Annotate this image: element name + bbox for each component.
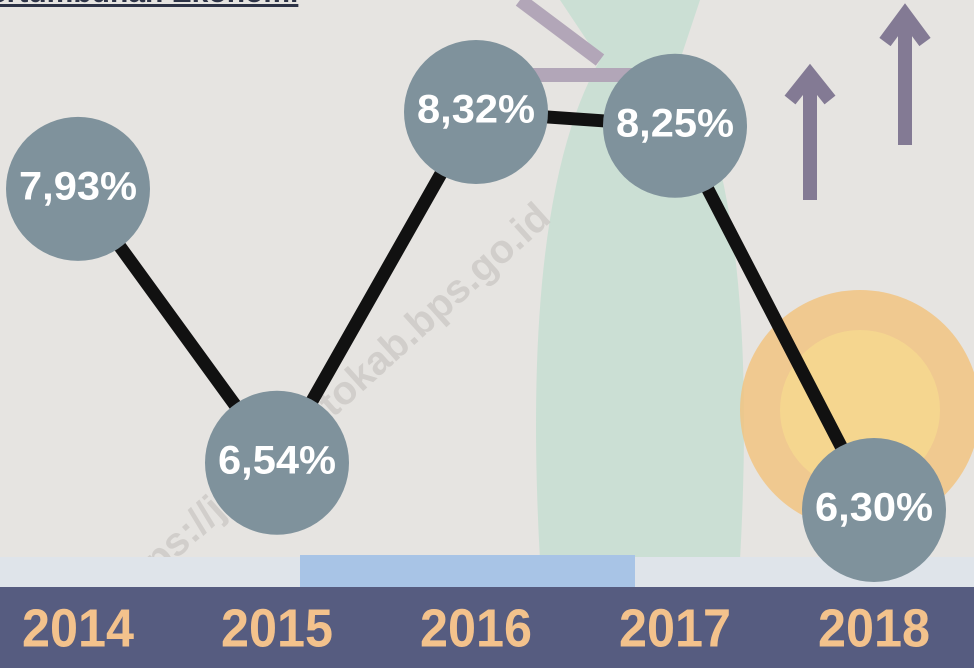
x-tick-label: 2017	[619, 598, 731, 658]
value-label: 8,25%	[616, 101, 734, 145]
strip-accent	[300, 555, 635, 587]
x-tick-label: 2014	[22, 598, 134, 658]
x-tick-label: 2015	[221, 598, 333, 658]
chart: ertumbuhan Ekonomi https://jenepontokab.…	[0, 0, 974, 668]
value-label: 6,54%	[218, 438, 336, 482]
value-label: 7,93%	[19, 164, 137, 208]
x-tick-label: 2018	[818, 598, 930, 658]
value-label: 8,32%	[417, 88, 535, 132]
x-tick-label: 2016	[420, 598, 532, 658]
value-label: 6,30%	[815, 486, 933, 530]
chart-title: ertumbuhan Ekonomi	[0, 0, 298, 9]
